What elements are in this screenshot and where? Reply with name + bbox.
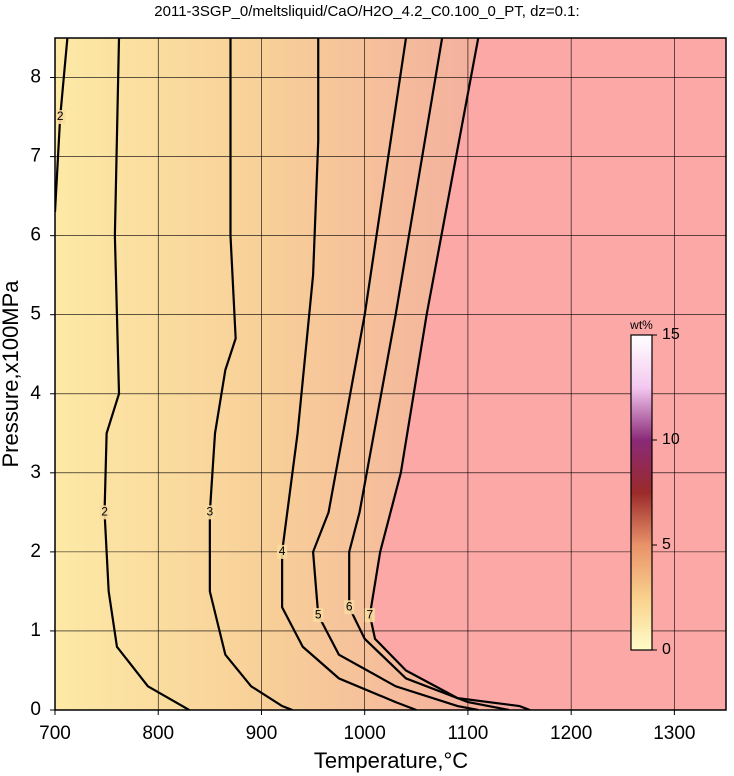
filled-region [55,38,530,710]
y-tick-label: 2 [30,541,41,562]
contour-line [368,38,531,710]
colorbar-tick-label: 5 [662,536,671,553]
x-tick-label: 700 [39,723,71,744]
colorbar-tick-label: 10 [662,431,680,448]
contour-label: 6 [346,599,353,613]
contour-label: 2 [101,505,108,519]
y-tick-label: 3 [30,462,41,483]
x-tick-label: 900 [246,723,278,744]
y-axis-label: Pressure,x100MPa [0,280,23,468]
y-tick-label: 7 [30,146,41,167]
contour-label: 3 [207,505,214,519]
x-tick-label: 1300 [653,723,695,744]
y-tick-label: 8 [30,67,41,88]
colorbar-label: wt% [629,318,653,332]
colorbar-scale [630,334,653,651]
y-tick-label: 1 [30,620,41,641]
colorbar: wt% 0 5 10 15 [629,318,680,658]
contour-label: 7 [367,607,374,621]
contour-label: 5 [315,607,322,621]
contour-label: 4 [279,544,286,558]
x-tick-label: 1200 [550,723,592,744]
x-tick-label: 1100 [447,723,488,744]
contour-label: 2 [57,109,64,123]
x-tick-label: 800 [142,723,174,744]
colorbar-tick-label: 0 [662,641,671,658]
y-tick-label: 6 [30,225,41,246]
x-axis-label: Temperature,°C [314,748,468,773]
chart-title: 2011-3SGP_0/meltsliquid/CaO/H2O_4.2_C0.1… [154,3,579,20]
colorbar-tick-label: 15 [662,326,680,343]
x-tick-label: 1000 [344,723,386,744]
plot-frame [54,37,727,711]
y-tick-label: 5 [30,304,41,325]
y-tick-label: 0 [30,699,41,720]
plot-area: 2 2 3 4 5 67 [55,38,726,710]
y-tick-label: 4 [30,383,41,404]
contour-line [281,38,417,710]
